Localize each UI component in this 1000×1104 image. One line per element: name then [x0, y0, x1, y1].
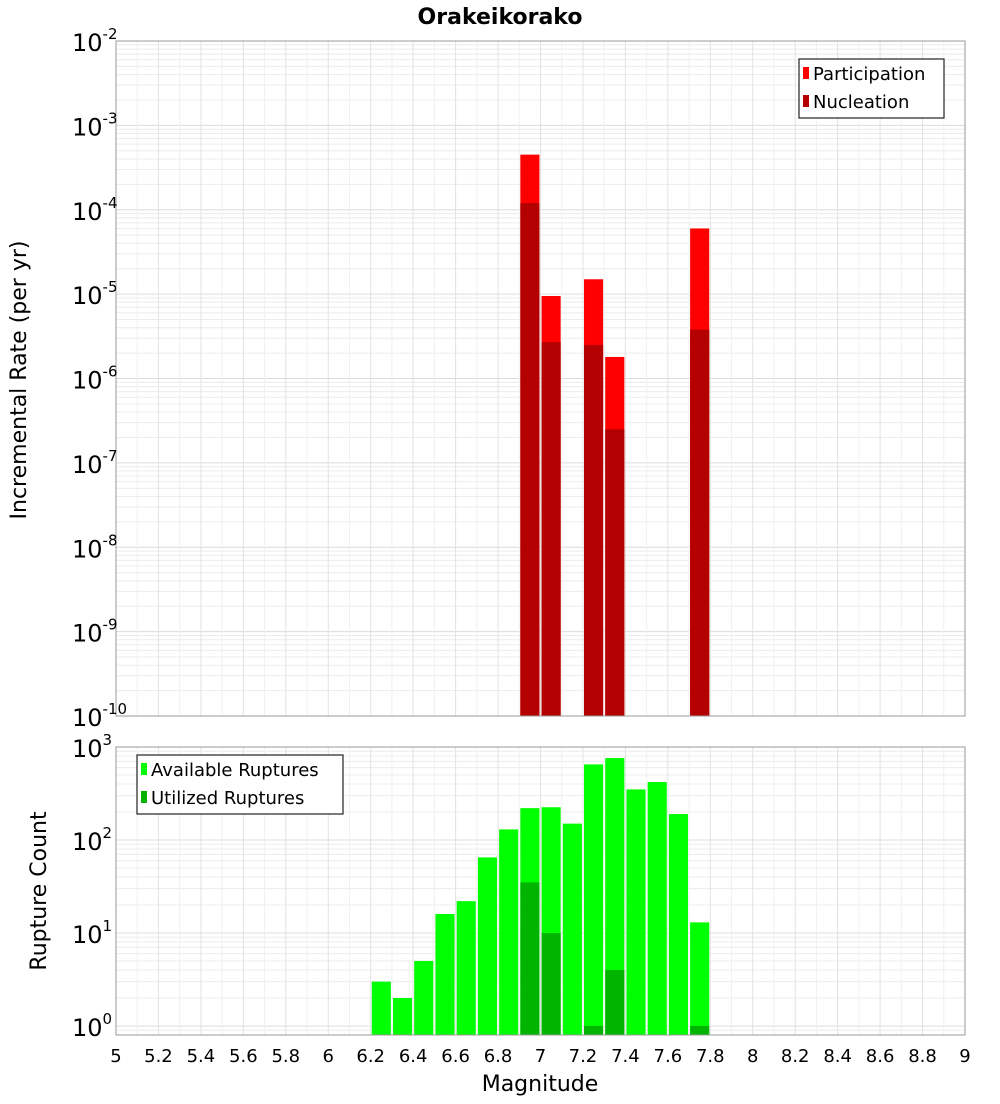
legend-box	[136, 754, 344, 815]
x-tick-label: 6.6	[441, 1046, 470, 1067]
chart-title: Orakeikorako	[418, 5, 583, 30]
x-tick-label: 6	[323, 1046, 334, 1067]
bar-available-ruptures	[499, 829, 519, 1035]
x-tick-label: 8.4	[823, 1046, 852, 1067]
bar-utilized-ruptures	[584, 1025, 604, 1035]
top-y-axis-label: Incremental Rate (per yr)	[7, 241, 32, 520]
bar-available-ruptures	[371, 981, 391, 1035]
legend: Available Ruptures Utilized Ruptures	[136, 754, 344, 815]
legend: Participation Nucleation	[798, 58, 945, 119]
plot-border	[115, 746, 966, 1036]
bar-available-ruptures	[435, 914, 455, 1035]
y-tick-label: 10-4	[72, 194, 118, 226]
bar-available-ruptures	[477, 857, 497, 1035]
y-tick-label: 102	[72, 824, 112, 856]
bar-available-ruptures	[690, 922, 710, 1035]
bar-utilized-ruptures	[605, 969, 625, 1035]
bar-available-ruptures	[414, 960, 434, 1035]
y-tick-label: 103	[72, 731, 112, 763]
bar-available-ruptures	[668, 814, 689, 1035]
bar-available-ruptures	[626, 789, 646, 1035]
x-tick-label: 6.8	[484, 1046, 513, 1067]
bar-utilized-ruptures	[520, 882, 540, 1035]
y-tick-label: 10-6	[72, 363, 118, 395]
bar-available-ruptures	[584, 764, 604, 1035]
bar-utilized-ruptures	[541, 932, 561, 1035]
y-tick-label: 10-3	[72, 109, 118, 141]
y-tick-label: 101	[72, 917, 112, 949]
bar-nucleation	[605, 429, 625, 716]
x-tick-label: 5.4	[187, 1046, 216, 1067]
bar-available-ruptures	[392, 997, 413, 1035]
legend-swatch	[803, 67, 809, 79]
x-axis-label: Magnitude	[482, 1072, 599, 1097]
x-tick-label: 8.8	[908, 1046, 937, 1067]
legend-label: Participation	[813, 64, 925, 85]
x-tick-label: 6.4	[399, 1046, 428, 1067]
x-tick-label: 5	[110, 1046, 121, 1067]
bar-nucleation	[520, 203, 540, 716]
legend-box	[798, 58, 945, 119]
x-tick-label: 8.6	[866, 1046, 895, 1067]
bar-nucleation	[690, 329, 710, 716]
legend-swatch	[141, 763, 147, 775]
y-tick-label: 10-8	[72, 531, 118, 563]
y-tick-label: 10-7	[72, 447, 118, 479]
bar-available-ruptures	[562, 823, 582, 1035]
bar-nucleation	[541, 342, 561, 716]
x-tick-label: 5.8	[271, 1046, 300, 1067]
x-tick-label: 8.2	[781, 1046, 810, 1067]
y-tick-label: 10-9	[72, 616, 118, 648]
x-tick-label: 7	[535, 1046, 546, 1067]
panel-count: 100 101 102 103 5 5.2 5.4 5.6 5.8 6 6.2 6.4 6.6 6.8 7 7…	[72, 731, 971, 1067]
legend-swatch	[803, 95, 809, 107]
bar-available-ruptures	[605, 758, 625, 1035]
x-tick-label: 7.8	[696, 1046, 725, 1067]
bar-available-ruptures	[456, 901, 476, 1035]
legend-label: Nucleation	[813, 92, 909, 113]
x-tick-label: 8	[747, 1046, 758, 1067]
plot-border	[115, 40, 966, 717]
bar-nucleation	[584, 344, 604, 716]
legend-label: Available Ruptures	[151, 760, 319, 781]
x-tick-label: 7.4	[611, 1046, 640, 1067]
bar-available-ruptures	[647, 782, 667, 1035]
panel-rate: 10-10 10-9 10-8 10-7 10-6 10-5 10-4 10-3 10-2 Par…	[72, 25, 966, 732]
y-tick-label: 10-10	[72, 700, 127, 732]
legend-label: Utilized Ruptures	[151, 788, 304, 809]
y-tick-label: 10-5	[72, 278, 118, 310]
x-tick-label: 6.2	[356, 1046, 385, 1067]
x-tick-label: 5.6	[229, 1046, 258, 1067]
x-tick-label: 7.2	[569, 1046, 598, 1067]
legend-swatch	[141, 791, 147, 803]
x-tick-label: 5.2	[144, 1046, 173, 1067]
y-tick-label: 100	[72, 1010, 112, 1042]
x-tick-label: 9	[959, 1046, 970, 1067]
bottom-y-axis-label: Rupture Count	[27, 811, 52, 971]
bar-utilized-ruptures	[690, 1025, 710, 1035]
x-tick-label: 7.6	[654, 1046, 683, 1067]
y-tick-label: 10-2	[72, 25, 118, 57]
